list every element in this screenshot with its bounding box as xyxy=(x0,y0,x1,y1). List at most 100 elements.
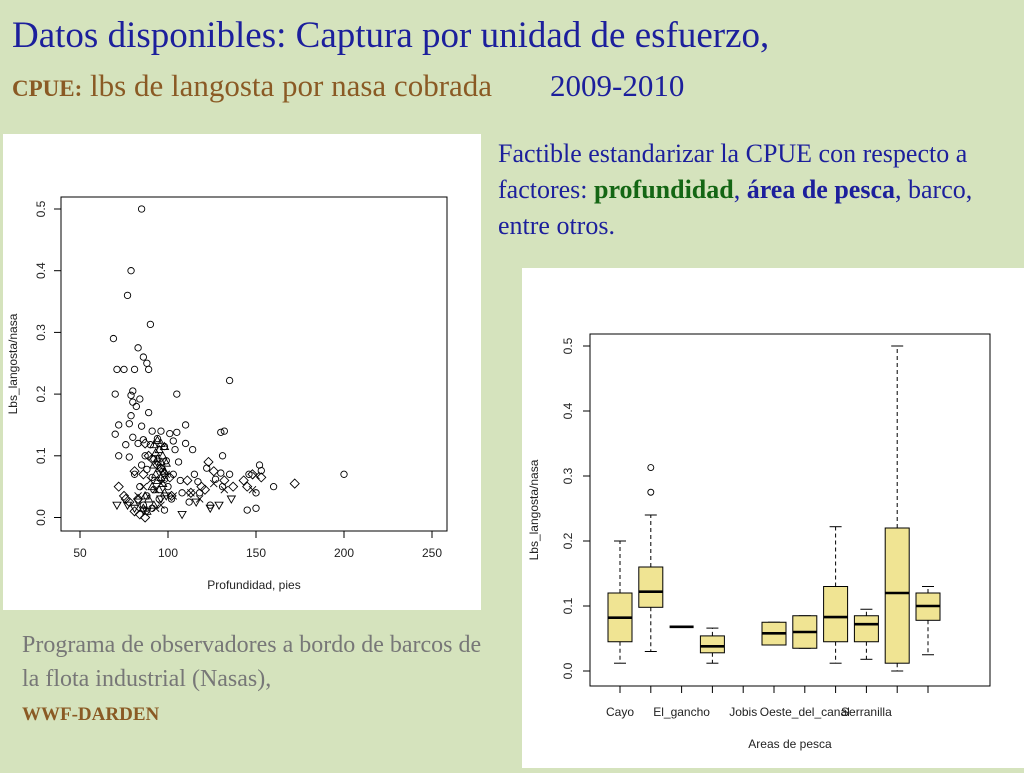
scatter-point xyxy=(173,428,181,437)
scatter-point xyxy=(146,476,155,485)
scatter-point xyxy=(134,344,142,352)
scatter-point xyxy=(174,458,183,466)
scatter-point xyxy=(243,506,251,514)
scatter-point xyxy=(177,510,187,520)
box xyxy=(699,627,725,664)
scatter-point xyxy=(109,334,118,343)
x-tick-label: 250 xyxy=(422,546,442,560)
box xyxy=(792,615,818,649)
y-tick-label: 0.2 xyxy=(34,385,48,402)
scatter-point xyxy=(148,427,156,435)
note-part2: , barco, entre otros. xyxy=(498,175,973,240)
scatter-point xyxy=(159,441,170,450)
source-note: Programa de observadores a bordo de barc… xyxy=(22,628,502,732)
scatter-point xyxy=(137,205,146,213)
scatter-point xyxy=(157,479,165,488)
scatter-point xyxy=(147,481,157,491)
x-tick-label: 50 xyxy=(73,546,87,560)
box-iqr xyxy=(823,586,849,643)
scatter-point xyxy=(269,482,278,491)
y-tick-label: 0.3 xyxy=(561,467,575,484)
scatter-point xyxy=(185,487,197,498)
scatter-point xyxy=(166,429,174,438)
scatter-point xyxy=(137,461,146,469)
scatter-point xyxy=(188,445,197,454)
scatter-point xyxy=(217,428,225,437)
scatter-point xyxy=(152,453,163,463)
scatter-point xyxy=(161,458,172,467)
scatter-point xyxy=(164,472,175,483)
box-iqr xyxy=(638,566,664,608)
box xyxy=(853,608,879,660)
scatter-point xyxy=(154,444,164,454)
scatter-point xyxy=(155,463,167,474)
scatter-point xyxy=(120,493,131,505)
scatter-chart: 50 100 150 200 250 0.0 0.1 0.2 0.3 0.4 0.5 Profundi… xyxy=(6,196,448,592)
scatter-point xyxy=(127,412,135,420)
y-tick-label: 0.1 xyxy=(34,447,48,464)
scatter-point xyxy=(162,470,171,479)
scatter-point xyxy=(194,478,202,486)
scatter-point xyxy=(127,391,135,399)
y-tick-label: 0.5 xyxy=(34,200,48,217)
scatter-point xyxy=(123,291,132,300)
scatter-point xyxy=(134,492,142,500)
scatter-point xyxy=(137,422,146,430)
scatter-point xyxy=(257,466,265,475)
scatter-point xyxy=(129,433,137,441)
scatter-point xyxy=(115,452,123,460)
x-tick-label: El_gancho xyxy=(653,705,710,719)
scatter-point xyxy=(157,501,165,509)
scatter-point xyxy=(182,475,193,486)
scatter-point xyxy=(176,476,184,485)
scatter-point xyxy=(115,421,123,429)
scatter-point xyxy=(132,493,144,505)
scatter-point xyxy=(136,395,144,403)
scatter-point xyxy=(340,470,348,478)
note-part1: Factible estandarizar la CPUE con respec… xyxy=(498,139,968,204)
scatter-point xyxy=(152,435,163,444)
y-tick-label: 0.0 xyxy=(34,509,48,526)
scatter-point xyxy=(141,452,149,460)
x-tick-label: 200 xyxy=(334,546,354,560)
scatter-point xyxy=(136,482,144,491)
scatter-point xyxy=(138,506,149,516)
scatter-point xyxy=(211,475,220,483)
scatter-point xyxy=(132,402,140,411)
scatter-point xyxy=(150,469,161,478)
scatter-point xyxy=(122,441,130,449)
plot-frame xyxy=(60,196,448,532)
boxplot-chart: 0.0 0.1 0.2 0.3 0.4 0.5 Cayo El_gancho Jobis Oest… xyxy=(527,333,991,751)
scatter-point xyxy=(242,481,253,492)
x-axis-title: Areas de pesca xyxy=(748,737,832,751)
scatter-point xyxy=(256,472,267,483)
x-tick-label: 100 xyxy=(158,546,178,560)
scatter-point xyxy=(146,320,155,329)
scatter-point xyxy=(142,507,152,517)
scatter-point xyxy=(113,481,124,492)
scatter-point xyxy=(169,470,177,478)
scatter-point xyxy=(127,267,135,275)
scatter-point xyxy=(147,453,158,465)
slide-title: Datos disponibles: Captura por unidad de… xyxy=(12,15,770,56)
scatter-point xyxy=(118,490,130,502)
scatter-point xyxy=(139,512,151,523)
scatter-point xyxy=(217,469,225,477)
scatter-point xyxy=(129,506,140,517)
scatter-point xyxy=(153,434,162,443)
y-tick-label: 0.3 xyxy=(34,324,48,341)
y-axis-title: Lbs_langosta/nasa xyxy=(527,459,541,560)
scatter-point xyxy=(144,408,153,417)
scatter-point xyxy=(173,390,181,398)
scatter-point xyxy=(130,365,139,374)
scatter-point xyxy=(171,445,179,454)
scatter-point xyxy=(134,439,142,448)
scatter-point xyxy=(219,475,230,486)
scatter-point xyxy=(191,498,201,507)
scatter-point xyxy=(139,353,148,361)
scatter-point xyxy=(111,390,119,398)
scatter-point xyxy=(157,450,168,460)
scatter-point xyxy=(149,460,159,469)
scatter-point xyxy=(113,365,121,374)
note-text: Factible estandarizar la CPUE con respec… xyxy=(498,136,1018,244)
